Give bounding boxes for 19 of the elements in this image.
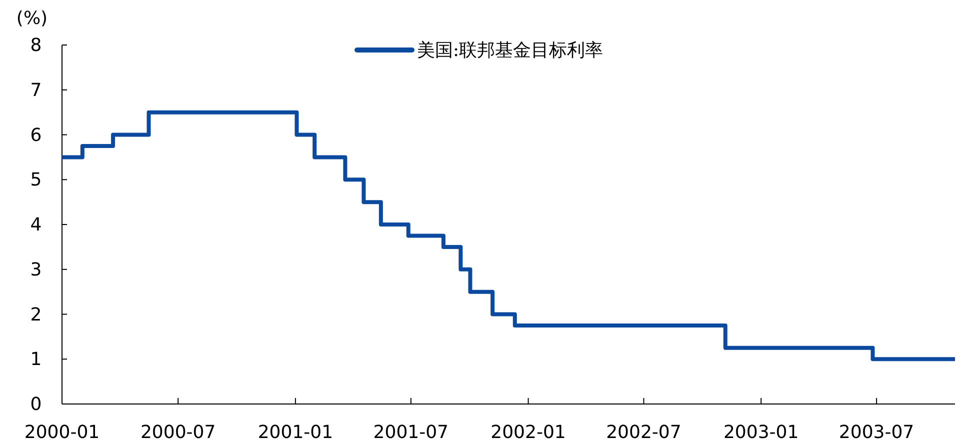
y-tick-label: 5	[30, 170, 42, 191]
x-tick-label: 2003-07	[838, 422, 914, 443]
y-tick-label: 8	[30, 35, 42, 56]
y-tick-label: 0	[30, 394, 42, 415]
y-tick-label: 4	[30, 214, 42, 236]
x-tick-label: 2002-01	[490, 422, 566, 443]
y-axis-title: (%)	[16, 8, 48, 29]
y-tick-label: 3	[30, 259, 42, 280]
x-tick-label: 2000-01	[24, 422, 100, 443]
x-tick-label: 2003-01	[723, 422, 799, 443]
y-tick-label: 2	[30, 304, 42, 326]
x-tick-label: 2001-07	[373, 422, 449, 443]
x-tick-label: 2000-07	[140, 422, 216, 443]
x-tick-label: 2002-07	[606, 422, 682, 443]
x-tick-label: 2001-01	[258, 422, 334, 443]
y-tick-label: 1	[30, 349, 42, 370]
y-tick-label: 6	[30, 124, 42, 146]
y-tick-label: 7	[30, 80, 42, 101]
legend-label: 美国:联邦基金目标利率	[417, 40, 604, 61]
